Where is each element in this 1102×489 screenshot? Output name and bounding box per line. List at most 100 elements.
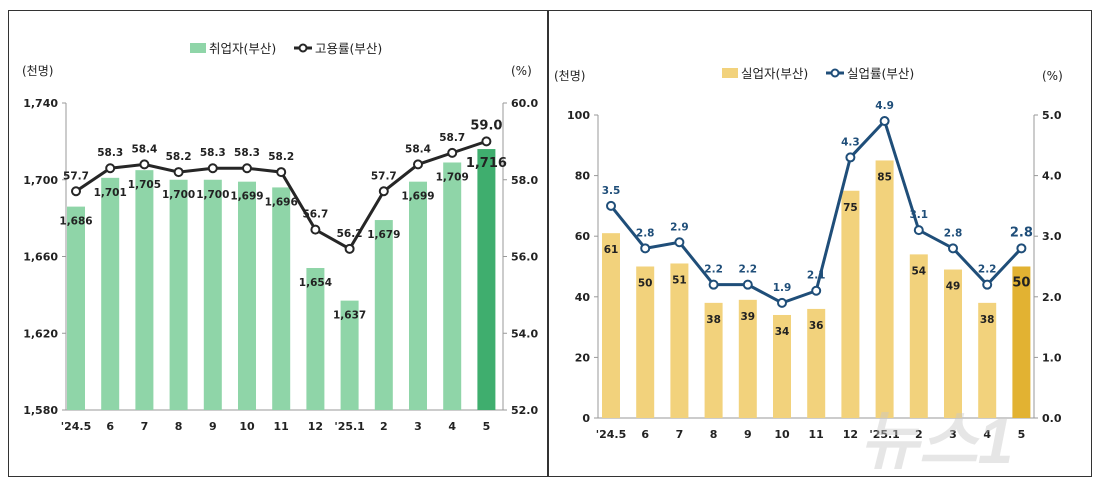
rate-point: [845, 152, 856, 163]
bar: [670, 263, 689, 418]
rate-point: [777, 297, 787, 308]
left-tick-label: 80: [575, 170, 591, 183]
rate-point: [1016, 243, 1027, 254]
bar-value-label: 50: [1012, 276, 1030, 291]
left-tick-label: 1,580: [23, 404, 58, 417]
legend-line-label: 실업률(부산): [847, 66, 914, 81]
right-tick-label: 4.0: [1042, 170, 1062, 183]
rate-point: [71, 186, 81, 197]
rate-point: [948, 243, 958, 254]
x-tick-label: 12: [308, 420, 323, 433]
bar-value-label: 1,716: [466, 156, 507, 171]
bar-value-label: 1,699: [230, 191, 263, 203]
rate-value-label: 57.7: [63, 170, 89, 182]
rate-value-label: 58.4: [131, 143, 157, 155]
bar-value-label: 36: [809, 320, 824, 332]
rate-point: [447, 147, 458, 158]
bar: [636, 266, 655, 418]
unemployment-panel: [548, 10, 1092, 477]
bar-value-label: 1,686: [59, 216, 92, 228]
rate-point: [742, 279, 753, 290]
right-tick-label: 2.0: [1042, 291, 1062, 304]
left-axis-unit: (천명): [22, 63, 53, 78]
x-tick-label: 5: [1018, 428, 1026, 441]
legend-bar-label: 실업자(부산): [741, 66, 808, 81]
left-tick-label: 60: [575, 230, 591, 243]
legend-line-marker: [830, 68, 840, 78]
bar-value-label: 51: [672, 274, 687, 286]
rate-value-label: 2.2: [704, 264, 723, 276]
rate-value-label: 2.1: [807, 270, 826, 282]
bar: [841, 190, 860, 418]
left-tick-label: 20: [575, 351, 591, 364]
bar-value-label: 1,696: [265, 196, 298, 208]
left-tick-label: 0: [582, 412, 590, 425]
rate-point: [982, 279, 993, 290]
rate-point: [640, 243, 651, 254]
employment-panel: [8, 10, 548, 477]
bar: [807, 308, 826, 418]
x-tick-label: 4: [448, 420, 456, 433]
left-tick-label: 40: [575, 291, 591, 304]
x-tick-label: 5: [483, 420, 491, 433]
rate-point: [242, 163, 252, 174]
x-tick-label: 8: [710, 428, 718, 441]
bar-value-label: 1,700: [196, 189, 229, 201]
x-tick-label: 9: [209, 420, 217, 433]
bar-value-label: 38: [706, 314, 721, 326]
x-tick-label: 9: [744, 428, 752, 441]
x-tick-label: 3: [414, 420, 422, 433]
rate-value-label: 2.2: [738, 264, 757, 276]
left-tick-label: 1,660: [23, 251, 58, 264]
x-tick-label: 7: [676, 428, 684, 441]
bar: [374, 220, 393, 410]
right-tick-label: 0.0: [1042, 412, 1062, 425]
rate-point: [207, 163, 218, 174]
bar-value-label: 1,705: [128, 179, 161, 191]
x-tick-label: 3: [949, 428, 957, 441]
x-tick-label: 2: [915, 428, 923, 441]
rate-value-label: 4.9: [875, 100, 894, 112]
rate-value-label: 58.7: [439, 132, 465, 144]
x-tick-label: 2: [380, 420, 388, 433]
rate-point: [105, 163, 116, 174]
rate-value-label: 58.2: [166, 151, 192, 163]
x-tick-label: 10: [239, 420, 255, 433]
x-tick-label: '24.5: [61, 420, 92, 433]
bar-value-label: 75: [843, 202, 858, 214]
bar-value-label: 1,701: [94, 187, 127, 199]
x-tick-label: 11: [809, 428, 824, 441]
x-tick-label: 6: [641, 428, 649, 441]
x-tick-label: 8: [175, 420, 183, 433]
bar-value-label: 1,709: [436, 171, 469, 183]
right-tick-label: 5.0: [1042, 109, 1062, 122]
left-tick-label: 1,620: [23, 327, 58, 340]
rate-point: [811, 285, 822, 296]
bar: [67, 206, 85, 410]
bar-value-label: 85: [877, 171, 892, 183]
legend-bar-swatch: [722, 68, 738, 78]
rate-value-label: 58.3: [234, 147, 260, 159]
bar-value-label: 1,654: [299, 277, 332, 289]
bar: [477, 149, 496, 411]
bar: [135, 170, 154, 410]
rate-point: [708, 279, 719, 290]
x-tick-label: '24.5: [596, 428, 627, 441]
rate-value-label: 2.8: [944, 227, 963, 239]
x-tick-label: 4: [983, 428, 991, 441]
left-axis-unit: (천명): [554, 68, 585, 83]
x-tick-label: 12: [843, 428, 858, 441]
bar: [443, 162, 462, 410]
bar-value-label: 1,699: [401, 191, 434, 203]
right-tick-label: 56.0: [511, 251, 538, 264]
rate-value-label: 3.1: [909, 209, 928, 221]
bar: [238, 181, 256, 410]
rate-value-label: 58.3: [200, 147, 226, 159]
legend-line-marker: [298, 43, 308, 53]
rate-value-label: 59.0: [470, 118, 502, 133]
bar: [944, 269, 962, 418]
right-tick-label: 54.0: [511, 327, 538, 340]
x-tick-label: 6: [106, 420, 114, 433]
bar: [101, 177, 120, 410]
